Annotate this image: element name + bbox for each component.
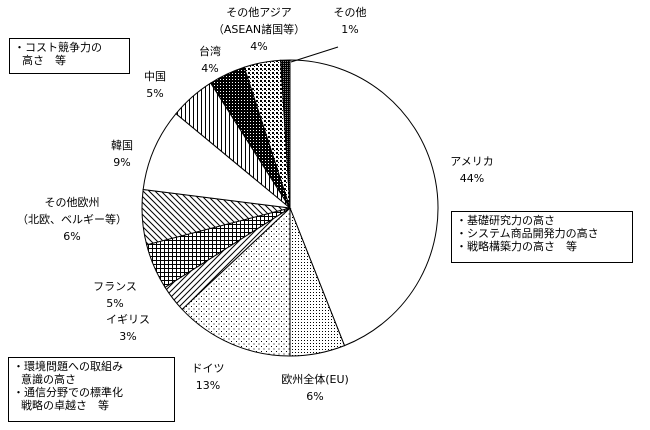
- annotation-line: 高さ 等: [22, 54, 66, 67]
- annotation-line: ・システム商品開発力の高さ: [456, 227, 599, 240]
- annotation-line: ・戦略構築力の高さ 等: [456, 240, 577, 253]
- slice-percent-label: 5%: [146, 87, 163, 100]
- slice-percent-label: 4%: [201, 62, 218, 75]
- pie-slice: [289, 59, 439, 347]
- annotation-line: 戦略の卓越さ 等: [21, 399, 109, 412]
- slice-name-label: イギリス: [106, 313, 150, 326]
- slice-name-label: 欧州全体(EU): [281, 372, 349, 386]
- slice-percent-label: 3%: [119, 330, 136, 343]
- slice-percent-label: 9%: [113, 156, 130, 169]
- pie-slices: [141, 59, 439, 357]
- slice-percent-label: 6%: [63, 230, 80, 243]
- slice-name-label: （ASEAN諸国等）: [213, 22, 305, 36]
- slice-percent-label: 4%: [250, 40, 267, 53]
- slice-name-label: （北欧、ベルギー等）: [17, 212, 127, 226]
- annotation-line: ・コスト競争力の: [14, 41, 102, 54]
- slice-name-label: 韓国: [111, 139, 133, 152]
- slice-name-label: ドイツ: [192, 362, 225, 375]
- annotation-line: 意識の高さ: [21, 373, 76, 386]
- pie-slice: [142, 112, 292, 209]
- pie-slice: [181, 206, 291, 357]
- slice-name-label: その他欧州: [45, 196, 100, 209]
- pie-slice: [280, 59, 291, 209]
- annotation-box-america: ・基礎研究力の高さ ・システム商品開発力の高さ ・戦略構築力の高さ 等: [451, 211, 633, 263]
- slice-percent-label: 44%: [460, 172, 484, 185]
- slice-percent-label: 6%: [306, 390, 323, 403]
- leader-line: [290, 46, 339, 63]
- slice-name-label: 中国: [144, 70, 166, 83]
- pie-labels: アメリカ 44% 欧州全体(EU) 6% ドイツ 13% イギリス 3% フランス 5% その他欧州…: [17, 6, 494, 403]
- annotation-line: ・通信分野での標準化: [13, 386, 123, 399]
- slice-name-label: 台湾: [199, 44, 221, 58]
- annotation-line: ・環境問題への取組み: [13, 360, 123, 373]
- slice-name-label: その他: [334, 6, 367, 19]
- slice-name-label: アメリカ: [450, 155, 493, 168]
- slice-percent-label: 13%: [196, 379, 220, 392]
- slice-percent-label: 5%: [106, 297, 123, 310]
- slice-name-label: フランス: [93, 280, 137, 293]
- annotation-box-asia: ・コスト競争力の 高さ 等: [9, 38, 130, 74]
- slice-name-label: その他アジア: [226, 6, 292, 19]
- slice-percent-label: 1%: [341, 23, 358, 36]
- annotation-box-europe: ・環境問題への取組み 意識の高さ ・通信分野での標準化 戦略の卓越さ 等: [8, 357, 175, 422]
- annotation-line: ・基礎研究力の高さ: [456, 214, 555, 227]
